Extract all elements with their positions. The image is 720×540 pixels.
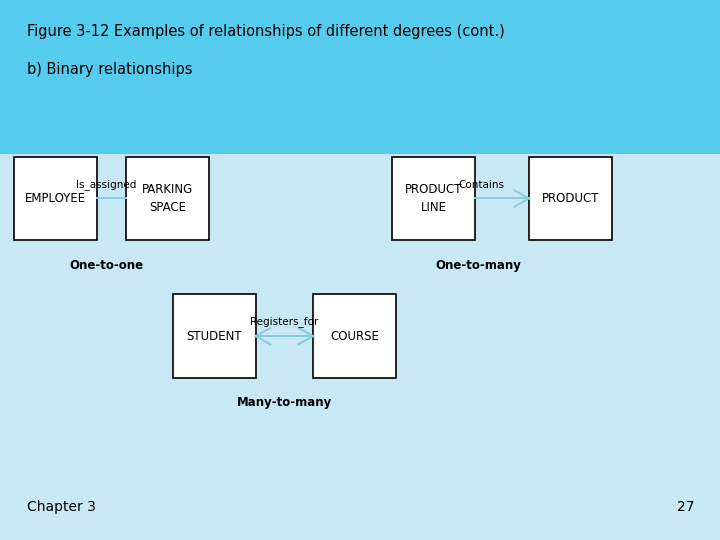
Text: STUDENT: STUDENT [186, 329, 242, 343]
Bar [392, 157, 475, 240]
Bar [313, 294, 396, 378]
Bar [14, 157, 97, 240]
Bar [529, 157, 612, 240]
Bar [126, 157, 209, 240]
Text: EMPLOYEE: EMPLOYEE [25, 192, 86, 205]
Text: 27: 27 [678, 500, 695, 514]
Text: Figure 3-12 Examples of relationships of different degrees (cont.): Figure 3-12 Examples of relationships of… [27, 24, 505, 39]
Text: Contains: Contains [458, 179, 504, 190]
Text: PARKING
SPACE: PARKING SPACE [142, 183, 193, 214]
Bar [0, 0, 720, 154]
Text: Many-to-many: Many-to-many [237, 396, 332, 409]
Text: Is_assigned: Is_assigned [76, 179, 136, 190]
Text: COURSE: COURSE [330, 329, 379, 343]
Text: PRODUCT: PRODUCT [542, 192, 599, 205]
Text: PRODUCT
LINE: PRODUCT LINE [405, 183, 462, 214]
Text: Registers_for: Registers_for [251, 316, 318, 327]
Text: One-to-many: One-to-many [436, 259, 522, 272]
Bar [173, 294, 256, 378]
Text: b) Binary relationships: b) Binary relationships [27, 62, 193, 77]
Text: Chapter 3: Chapter 3 [27, 500, 96, 514]
Text: One-to-one: One-to-one [70, 259, 143, 272]
